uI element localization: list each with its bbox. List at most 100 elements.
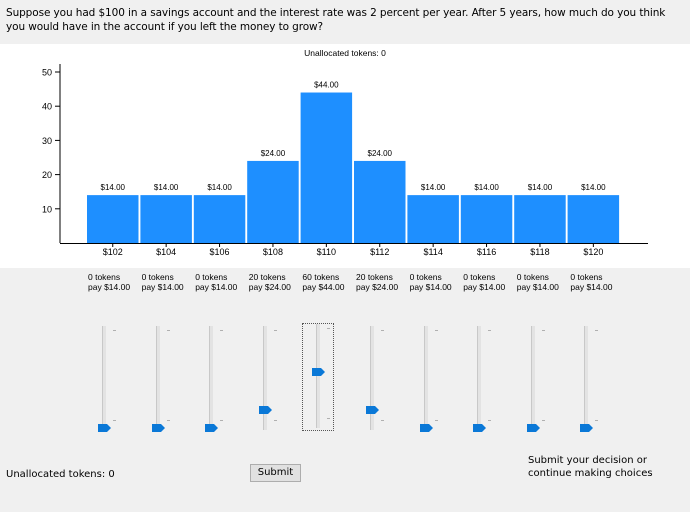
x-tick-label: $114: [423, 247, 442, 257]
token-count: 60 tokens: [302, 272, 340, 282]
slider-thumb[interactable]: [419, 417, 433, 432]
slider-track[interactable]: [370, 326, 374, 430]
histogram-svg: Unallocated tokens: 0 10 20 30 40 50 $14.00 $10…: [42, 48, 648, 257]
slider-track[interactable]: [477, 326, 482, 430]
pay-amount: pay $14.00: [409, 282, 452, 292]
slider-tick: [327, 418, 331, 419]
x-tick-label: $108: [263, 247, 283, 257]
y-tick-label: 10: [42, 204, 52, 214]
token-slider[interactable]: [143, 326, 173, 432]
slider-track[interactable]: [102, 326, 106, 430]
token-slider[interactable]: [89, 326, 119, 432]
token-slider[interactable]: [357, 326, 387, 430]
slider-tick: [113, 330, 116, 331]
slider-tick: [113, 420, 116, 421]
token-count: 20 tokens: [356, 272, 393, 282]
bar-data-label: $14.00: [101, 183, 126, 192]
bar-data-label: $14.00: [207, 183, 232, 192]
x-tick-label: $110: [317, 247, 336, 257]
slider-track[interactable]: [423, 326, 428, 430]
slider-track[interactable]: [209, 326, 214, 430]
slider-track[interactable]: [155, 326, 160, 430]
allocation-label: 0 tokens pay $14.00: [410, 272, 464, 292]
slider-thumb[interactable]: [151, 417, 165, 432]
token-slider[interactable]: [518, 326, 548, 432]
bar: [407, 195, 459, 243]
bar: [87, 195, 139, 243]
pay-amount: pay $24.00: [356, 282, 399, 292]
pay-amount: pay $14.00: [463, 282, 506, 292]
x-tick-label: $106: [210, 247, 230, 257]
slider-track[interactable]: [530, 326, 535, 430]
x-tick-label: $112: [370, 247, 389, 257]
slider-tick: [488, 420, 492, 421]
token-slider[interactable]: [250, 326, 280, 430]
bar: [354, 160, 406, 243]
y-tick-label: 50: [42, 68, 52, 78]
pay-amount: pay $14.00: [195, 282, 238, 292]
slider-tick: [595, 420, 599, 421]
slider-tick: [220, 330, 224, 331]
allocation-label: 0 tokens pay $14.00: [570, 272, 624, 292]
allocation-label: 20 tokens pay $24.00: [249, 272, 303, 292]
bar: [300, 92, 353, 243]
allocation-label: 0 tokens pay $14.00: [142, 272, 196, 292]
bar: [193, 195, 246, 243]
bar: [247, 160, 299, 243]
token-count: 0 tokens: [516, 272, 549, 282]
pay-amount: pay $14.00: [88, 282, 131, 292]
bar: [514, 195, 566, 243]
slider-tick: [488, 330, 492, 331]
slider-thumb[interactable]: [312, 361, 326, 376]
x-tick-label: $116: [477, 247, 496, 257]
x-tick-label: $102: [103, 247, 123, 257]
slider-tick: [434, 420, 438, 421]
slider-thumb[interactable]: [98, 417, 111, 432]
slider-track[interactable]: [584, 326, 589, 430]
submit-button[interactable]: Submit: [250, 464, 301, 482]
token-slider[interactable]: [196, 326, 226, 432]
token-count: 0 tokens: [463, 272, 496, 282]
bar: [460, 195, 513, 243]
bar-data-label: $14.00: [154, 183, 179, 192]
token-slider[interactable]: [411, 326, 441, 432]
token-slider[interactable]: [302, 323, 335, 431]
slider-tick: [381, 420, 384, 421]
slider-thumb[interactable]: [366, 399, 379, 414]
slider-thumb[interactable]: [580, 417, 594, 432]
allocation-label: 0 tokens pay $14.00: [463, 272, 517, 292]
token-count: 0 tokens: [570, 272, 603, 282]
bar-data-label: $14.00: [421, 183, 446, 192]
pay-amount: pay $14.00: [570, 282, 613, 292]
question-text: Suppose you had $100 in a savings accoun…: [6, 7, 666, 33]
slider-thumb[interactable]: [526, 417, 540, 432]
slider-thumb[interactable]: [258, 399, 272, 414]
slider-tick: [273, 420, 277, 421]
pay-amount: pay $44.00: [302, 282, 345, 292]
token-slider[interactable]: [464, 326, 494, 432]
slider-tick: [273, 330, 277, 331]
slider-tick: [166, 330, 170, 331]
y-tick-label: 30: [42, 136, 52, 146]
y-tick-label: 40: [42, 102, 52, 112]
pay-amount: pay $14.00: [516, 282, 559, 292]
token-count: 0 tokens: [195, 272, 228, 282]
bar: [140, 195, 192, 243]
x-tick-label: $118: [530, 247, 549, 257]
slider-thumb[interactable]: [205, 417, 219, 432]
unallocated-tokens-label: Unallocated tokens: 0: [6, 469, 115, 480]
token-count: 20 tokens: [248, 272, 286, 282]
bar-data-label: $14.00: [528, 183, 553, 192]
token-slider[interactable]: [571, 326, 601, 432]
slider-tick: [541, 420, 545, 421]
slider-track[interactable]: [316, 324, 321, 428]
slider-tick: [381, 330, 384, 331]
slider-thumb[interactable]: [473, 417, 487, 432]
slider-track[interactable]: [262, 326, 267, 430]
pay-amount: pay $14.00: [141, 282, 184, 292]
bar-data-label: $14.00: [474, 183, 499, 192]
allocation-label: 20 tokens pay $24.00: [356, 272, 410, 292]
slider-tick: [595, 330, 599, 331]
slider-tick: [166, 420, 170, 421]
y-tick-label: 20: [42, 170, 52, 180]
